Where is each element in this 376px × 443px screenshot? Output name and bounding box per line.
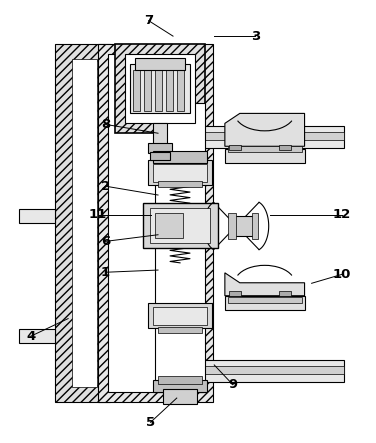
Bar <box>225 296 305 310</box>
Bar <box>133 70 140 111</box>
Polygon shape <box>225 113 305 146</box>
Bar <box>228 297 302 303</box>
Bar <box>229 291 241 296</box>
Bar <box>73 58 97 387</box>
Text: 10: 10 <box>332 268 351 281</box>
Bar <box>195 361 203 382</box>
Bar <box>166 70 173 111</box>
Bar <box>200 366 344 374</box>
Text: 9: 9 <box>228 378 238 391</box>
Bar <box>99 44 213 402</box>
Bar <box>130 64 190 113</box>
Bar <box>228 146 302 152</box>
Text: 2: 2 <box>101 180 110 193</box>
Bar <box>56 44 110 402</box>
Bar <box>19 209 56 223</box>
Bar <box>19 329 56 342</box>
Bar <box>279 145 291 150</box>
Bar <box>225 149 305 163</box>
Bar <box>232 216 254 236</box>
Bar <box>153 381 207 392</box>
Bar <box>200 126 344 148</box>
Bar <box>252 213 258 239</box>
Bar <box>158 181 202 187</box>
Bar <box>155 213 183 238</box>
Text: 1: 1 <box>101 266 110 279</box>
Bar <box>153 123 167 148</box>
Bar <box>125 54 195 123</box>
Text: 11: 11 <box>89 208 107 222</box>
Polygon shape <box>225 273 305 296</box>
Bar <box>228 213 236 239</box>
Bar <box>155 70 162 111</box>
Bar <box>158 326 202 333</box>
Text: 5: 5 <box>146 416 155 429</box>
Bar <box>153 307 207 325</box>
Bar <box>150 152 170 160</box>
Bar <box>177 70 184 111</box>
Bar <box>153 151 207 163</box>
Bar <box>144 70 151 111</box>
Bar <box>195 126 203 148</box>
Bar <box>229 145 241 150</box>
Text: 6: 6 <box>101 235 110 248</box>
Bar <box>153 164 207 182</box>
Text: 3: 3 <box>251 30 260 43</box>
Bar <box>135 58 185 70</box>
Bar <box>163 389 197 404</box>
Bar <box>148 303 212 328</box>
Bar <box>108 54 203 392</box>
Text: 12: 12 <box>332 208 351 222</box>
Text: 4: 4 <box>26 330 35 343</box>
Bar <box>155 103 205 392</box>
Bar <box>158 377 202 385</box>
Text: 8: 8 <box>101 118 110 131</box>
Bar <box>200 132 344 140</box>
Bar <box>115 44 205 133</box>
Bar <box>143 203 218 248</box>
Text: 7: 7 <box>144 14 153 27</box>
Bar <box>200 361 344 382</box>
Bar <box>148 143 172 153</box>
Bar <box>148 160 212 185</box>
Bar <box>150 208 210 243</box>
Bar <box>279 291 291 296</box>
